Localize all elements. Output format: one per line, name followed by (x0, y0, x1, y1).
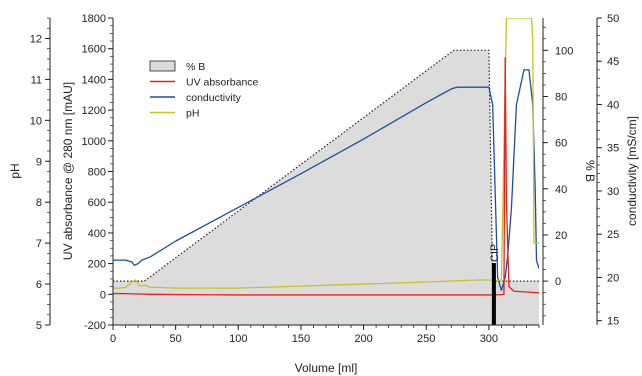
legend-label: conductivity (186, 92, 242, 104)
cip-marker-label: CIP (489, 244, 501, 262)
percent-b-tick-label: 20 (555, 230, 567, 242)
uv-tick-label: 200 (88, 259, 106, 271)
uv-tick-label: 1000 (82, 136, 106, 148)
x-tick-label: 100 (229, 333, 247, 345)
x-tick-label: 200 (354, 333, 372, 345)
x-tick-label: 300 (480, 333, 498, 345)
conductivity-tick-label: 25 (607, 229, 619, 241)
legend-label: % B (186, 61, 205, 73)
percent-b-tick-label: 100 (555, 45, 573, 57)
uv-tick-label: 600 (88, 197, 106, 209)
ph-axis-title: pH (8, 163, 22, 178)
uv-tick-label: -200 (84, 320, 106, 332)
ph-tick-label: 11 (31, 74, 42, 86)
conductivity-tick-label: 40 (607, 99, 619, 111)
uv-axis-title: UV absorbance @ 280 nm [mAU] (61, 82, 75, 260)
conductivity-tick-label: 50 (607, 13, 619, 25)
percent-b-axis-title: % B (583, 160, 597, 182)
ph-tick-label: 9 (36, 156, 42, 168)
conductivity-axis-title: conductivity [mS/cm] (625, 116, 639, 226)
uv-tick-label: 400 (88, 228, 106, 240)
conductivity-series-line (113, 69, 539, 292)
ph-tick-label: 7 (36, 238, 42, 250)
conductivity-tick-label: 30 (607, 186, 619, 198)
ph-tick-label: 5 (36, 320, 42, 332)
uv-tick-label: 0 (100, 289, 106, 301)
percent-b-tick-label: 80 (555, 91, 567, 103)
percent-b-tick-label: 40 (555, 184, 567, 196)
x-tick-label: 250 (417, 333, 435, 345)
uv-tick-label: 1400 (82, 74, 106, 86)
uv-tick-label: 1200 (82, 105, 106, 117)
cip-marker-bar (491, 263, 496, 325)
uv-tick-label: 800 (88, 167, 106, 179)
conductivity-tick-label: 45 (607, 56, 619, 68)
legend: % B UV absorbance conductivity pH (149, 60, 259, 120)
uv-absorbance-series-line (113, 57, 539, 296)
ph-tick-label: 8 (36, 197, 42, 209)
conductivity-tick-label: 15 (607, 316, 619, 328)
axes: 0 50 100 150 200 250 300-200020040060080010001… (30, 13, 620, 345)
legend-swatch-percent-b (149, 60, 176, 72)
uv-tick-label: 1800 (82, 13, 106, 25)
percent-b-tick-label: 0 (555, 276, 561, 288)
x-tick-label: 150 (292, 333, 310, 345)
percent-b-area (113, 50, 539, 325)
uv-tick-label: 1600 (82, 44, 106, 56)
x-tick-label: 0 (110, 333, 116, 345)
ph-series-line (113, 18, 539, 289)
conductivity-tick-label: 35 (607, 143, 619, 155)
legend-label: UV absorbance (186, 77, 259, 89)
conductivity-tick-label: 20 (607, 272, 619, 284)
x-axis-title: Volume [ml] (295, 361, 358, 375)
ph-tick-label: 6 (36, 279, 42, 291)
x-tick-label: 50 (170, 333, 182, 345)
ph-tick-label: 12 (30, 33, 42, 45)
percent-b-tick-label: 60 (555, 138, 567, 150)
ph-tick-label: 10 (30, 115, 42, 127)
legend-label: pH (186, 108, 199, 120)
